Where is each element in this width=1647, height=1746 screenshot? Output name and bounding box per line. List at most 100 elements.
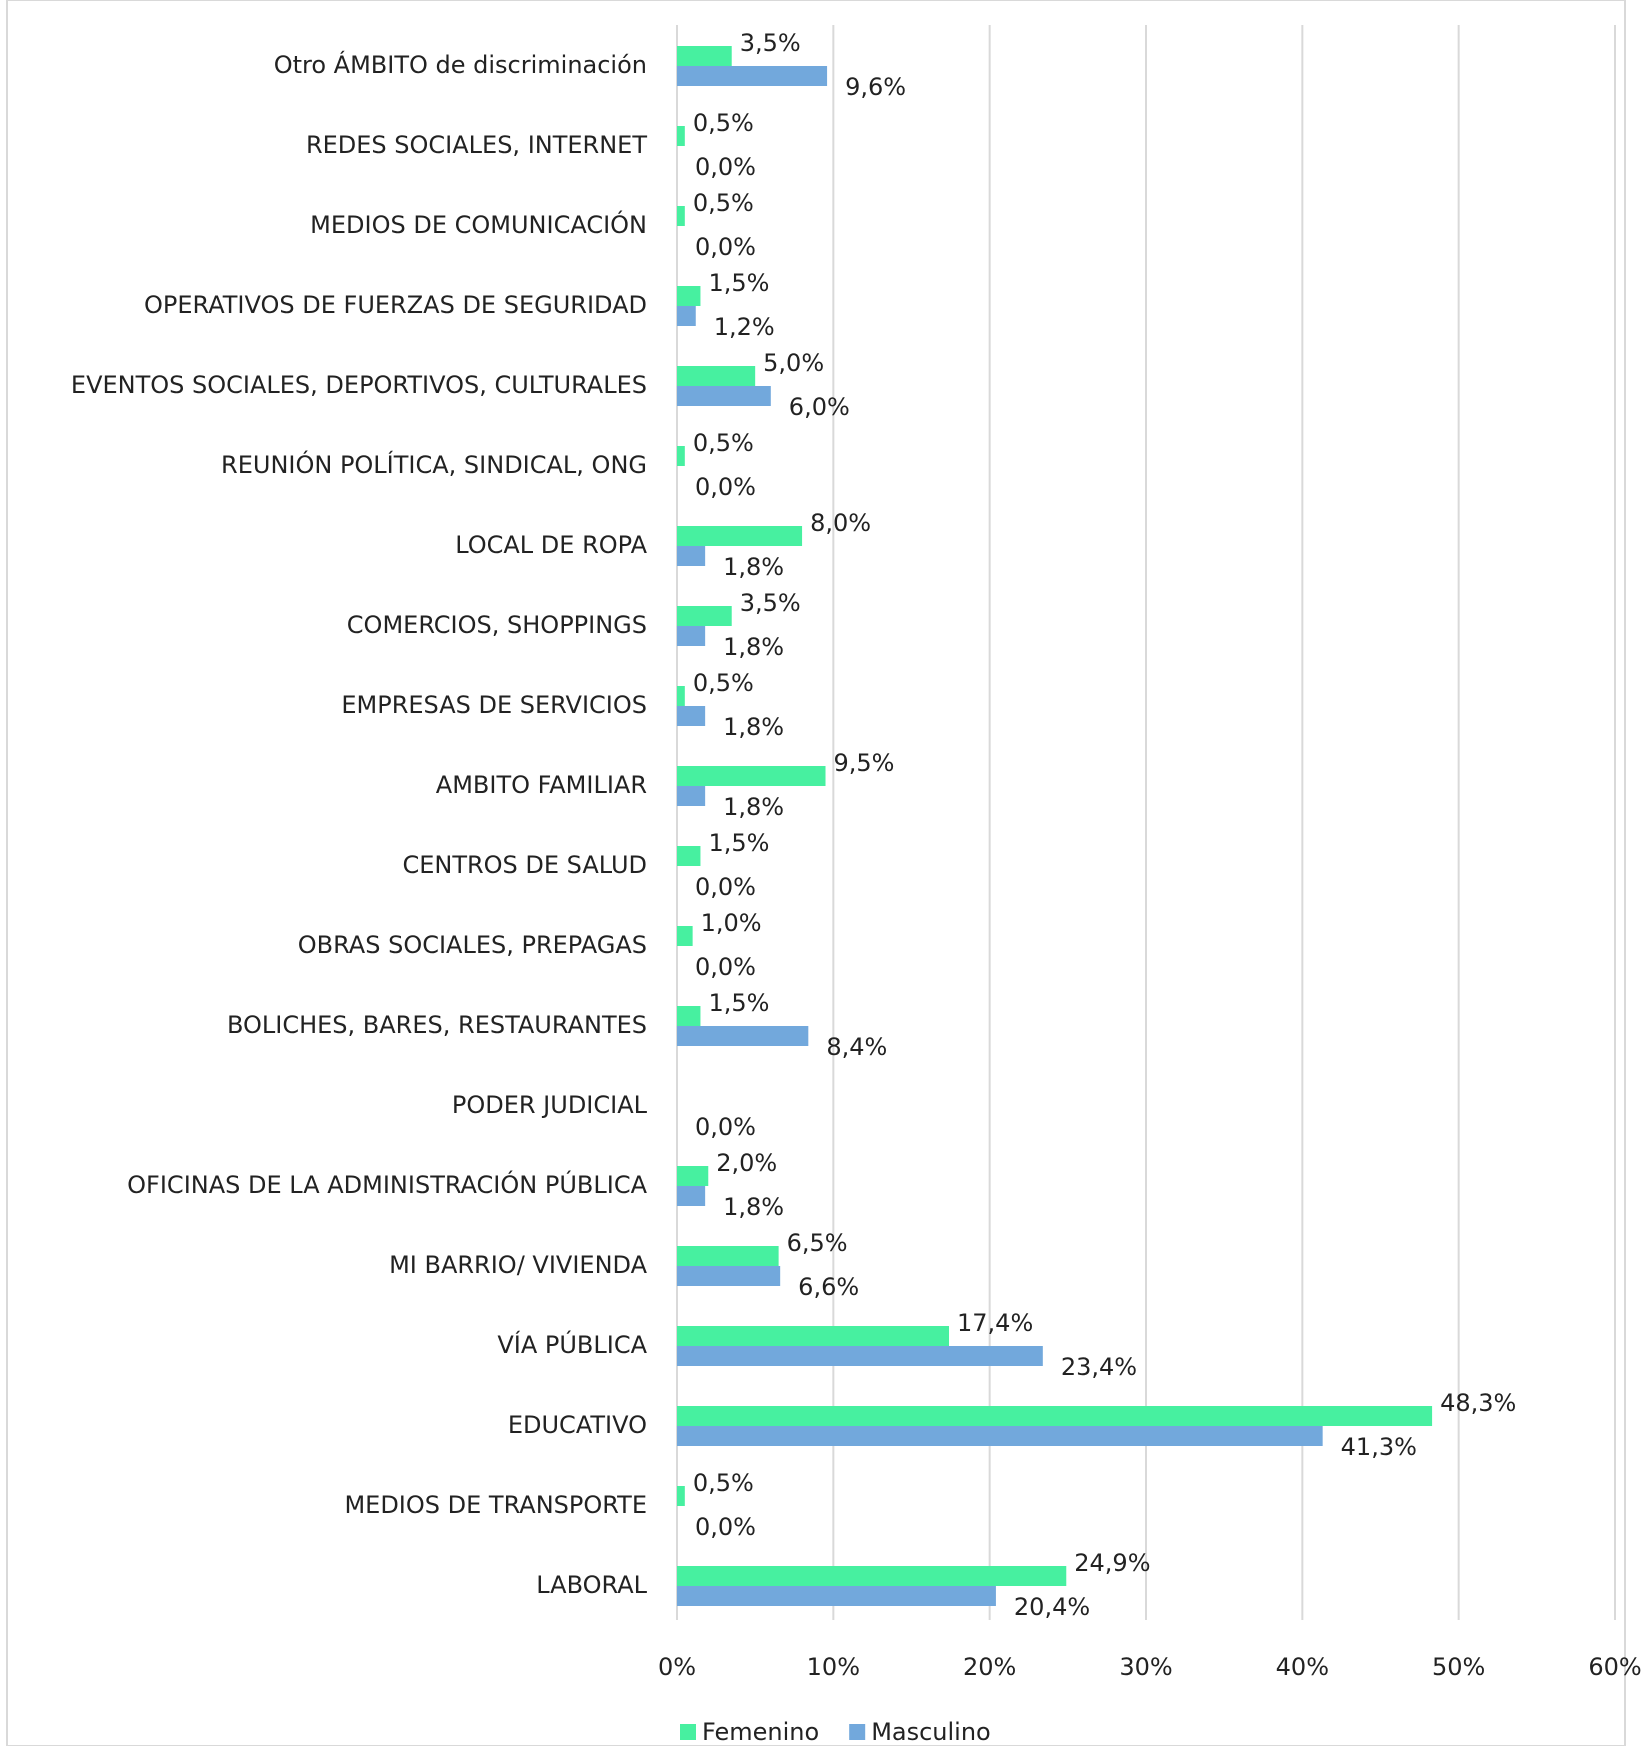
y-tick-label: VÍA PÚBLICA (497, 1329, 647, 1359)
value-label: 1,8% (723, 1193, 784, 1221)
bar (677, 766, 826, 786)
value-label: 9,6% (845, 73, 906, 101)
bar (677, 1346, 1043, 1366)
y-tick-label: EDUCATIVO (508, 1411, 647, 1439)
y-tick-label: MEDIOS DE TRANSPORTE (344, 1491, 647, 1519)
bar (677, 1266, 781, 1286)
value-label: 20,4% (1014, 1593, 1090, 1621)
x-tick-label: 30% (1119, 1653, 1172, 1681)
bar (677, 386, 771, 406)
value-label: 0,5% (693, 109, 754, 137)
legend-swatch (680, 1724, 696, 1740)
bar (677, 546, 706, 566)
y-tick-label: CENTROS DE SALUD (402, 851, 647, 879)
value-label: 0,0% (695, 873, 756, 901)
value-label: 0,0% (695, 1113, 756, 1141)
bar (677, 1566, 1067, 1586)
value-label: 6,6% (798, 1273, 859, 1301)
y-tick-label: COMERCIOS, SHOPPINGS (347, 611, 647, 639)
bar (677, 1026, 809, 1046)
bar (677, 446, 685, 466)
y-tick-label: REDES SOCIALES, INTERNET (306, 131, 647, 159)
y-tick-label: PODER JUDICIAL (452, 1091, 648, 1119)
bar (677, 126, 685, 146)
y-tick-label: OPERATIVOS DE FUERZAS DE SEGURIDAD (144, 291, 647, 319)
bar (677, 1186, 706, 1206)
value-label: 1,8% (723, 553, 784, 581)
y-tick-label: OFICINAS DE LA ADMINISTRACIÓN PÚBLICA (127, 1169, 647, 1199)
chart-frame (6, 0, 1626, 1746)
legend-swatch (849, 1724, 866, 1740)
y-tick-label: BOLICHES, BARES, RESTAURANTES (227, 1011, 647, 1039)
value-label: 0,5% (693, 429, 754, 457)
x-tick-label: 10% (807, 1653, 860, 1681)
value-label: 1,5% (708, 829, 769, 857)
y-tick-label: MI BARRIO/ VIVIENDA (389, 1251, 648, 1279)
value-label: 3,5% (740, 29, 801, 57)
value-label: 0,0% (695, 153, 756, 181)
y-tick-label: LABORAL (536, 1571, 647, 1599)
bar (677, 366, 756, 386)
value-label: 0,0% (695, 473, 756, 501)
x-tick-label: 50% (1432, 1653, 1485, 1681)
bar (677, 786, 706, 806)
bar (677, 66, 828, 86)
value-label: 8,0% (810, 509, 871, 537)
value-label: 6,0% (789, 393, 850, 421)
value-label: 0,5% (693, 669, 754, 697)
x-tick-label: 60% (1588, 1653, 1641, 1681)
y-tick-label: EVENTOS SOCIALES, DEPORTIVOS, CULTURALES (71, 371, 647, 399)
value-label: 2,0% (716, 1149, 777, 1177)
x-tick-label: 20% (963, 1653, 1016, 1681)
bar (677, 1166, 709, 1186)
value-label: 41,3% (1341, 1433, 1417, 1461)
value-label: 0,5% (693, 1469, 754, 1497)
bar (677, 1006, 701, 1026)
bar (677, 926, 693, 946)
y-tick-label: MEDIOS DE COMUNICACIÓN (310, 209, 647, 239)
value-label: 1,2% (714, 313, 775, 341)
value-label: 23,4% (1061, 1353, 1137, 1381)
bar (677, 1326, 950, 1346)
y-tick-label: OBRAS SOCIALES, PREPAGAS (298, 931, 647, 959)
bar (677, 286, 701, 306)
legend-label: Femenino (702, 1718, 819, 1746)
value-label: 9,5% (834, 749, 895, 777)
bar (677, 686, 685, 706)
value-label: 3,5% (740, 589, 801, 617)
y-tick-label: Otro ÁMBITO de discriminación (274, 50, 647, 79)
bar (677, 1246, 779, 1266)
value-label: 48,3% (1440, 1389, 1516, 1417)
bar (677, 526, 803, 546)
value-label: 0,0% (695, 1513, 756, 1541)
value-label: 1,5% (708, 989, 769, 1017)
value-label: 17,4% (957, 1309, 1033, 1337)
value-label: 6,5% (787, 1229, 848, 1257)
bar (677, 306, 696, 326)
bar (677, 1486, 685, 1506)
bar (677, 206, 685, 226)
y-tick-label: AMBITO FAMILIAR (436, 771, 647, 799)
value-label: 8,4% (826, 1033, 887, 1061)
bar (677, 706, 706, 726)
bar (677, 1406, 1433, 1426)
value-label: 1,8% (723, 633, 784, 661)
value-label: 24,9% (1074, 1549, 1150, 1577)
y-tick-label: EMPRESAS DE SERVICIOS (341, 691, 647, 719)
bar (677, 46, 732, 66)
x-tick-label: 40% (1276, 1653, 1329, 1681)
bar (677, 1426, 1323, 1446)
value-label: 1,0% (701, 909, 762, 937)
legend-label: Masculino (871, 1718, 991, 1746)
value-label: 1,5% (708, 269, 769, 297)
bar (677, 606, 732, 626)
bar (677, 1586, 996, 1606)
y-tick-label: LOCAL DE ROPA (455, 531, 647, 559)
value-label: 0,0% (695, 953, 756, 981)
bar (677, 846, 701, 866)
y-tick-label: REUNIÓN POLÍTICA, SINDICAL, ONG (221, 449, 647, 479)
value-label: 5,0% (763, 349, 824, 377)
value-label: 0,0% (695, 233, 756, 261)
value-label: 1,8% (723, 713, 784, 741)
